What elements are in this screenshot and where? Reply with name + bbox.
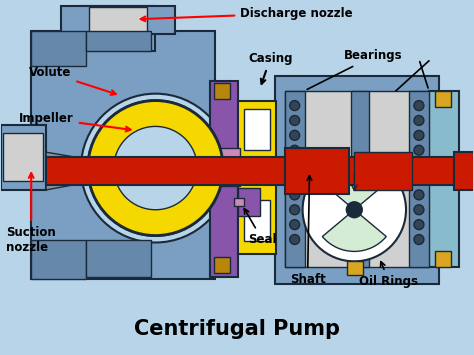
Circle shape (81, 94, 230, 242)
Bar (409, 91, 429, 267)
Text: Impeller: Impeller (19, 112, 130, 131)
Text: Bearings: Bearings (307, 49, 403, 89)
Circle shape (414, 235, 424, 245)
Bar (275, 76, 439, 284)
Wedge shape (322, 210, 386, 251)
Circle shape (414, 175, 424, 185)
Circle shape (414, 190, 424, 200)
Bar (31, 31, 215, 279)
Circle shape (290, 100, 300, 110)
Circle shape (290, 160, 300, 170)
Text: Centrifugal Pump: Centrifugal Pump (134, 319, 340, 339)
Circle shape (414, 220, 424, 230)
Text: Seal: Seal (244, 209, 276, 246)
Bar (61, 6, 175, 34)
Bar (454, 152, 474, 190)
Circle shape (290, 205, 300, 215)
Bar (214, 257, 230, 273)
Circle shape (302, 158, 406, 261)
Text: Shaft: Shaft (290, 176, 326, 286)
Circle shape (88, 100, 223, 235)
Text: Discharge nozzle: Discharge nozzle (141, 7, 353, 21)
Bar (234, 198, 244, 206)
Text: Volute: Volute (29, 66, 116, 95)
Bar (31, 31, 86, 66)
Circle shape (290, 235, 300, 245)
Bar (351, 91, 369, 267)
Circle shape (414, 100, 424, 110)
Circle shape (290, 145, 300, 155)
Bar (238, 100, 276, 255)
Circle shape (414, 145, 424, 155)
Circle shape (290, 115, 300, 125)
Text: Suction
nozzle: Suction nozzle (6, 173, 56, 253)
Circle shape (414, 130, 424, 140)
Circle shape (88, 100, 223, 235)
Bar (208, 148, 240, 166)
Bar (285, 91, 429, 267)
Bar (238, 188, 260, 216)
Bar (1, 125, 46, 190)
Text: Oil Rings: Oil Rings (359, 262, 418, 288)
Circle shape (290, 130, 300, 140)
Circle shape (114, 126, 197, 210)
Bar (118, 168, 146, 200)
Bar (244, 200, 270, 241)
Bar (354, 152, 412, 190)
Bar (118, 133, 146, 165)
Bar (347, 261, 363, 275)
Bar (165, 168, 193, 200)
Bar (244, 109, 270, 150)
Bar (137, 110, 174, 226)
Bar (46, 157, 464, 185)
Wedge shape (322, 168, 386, 210)
Bar (210, 81, 238, 277)
Bar (435, 251, 451, 267)
Circle shape (290, 175, 300, 185)
Bar (285, 148, 349, 194)
Bar (31, 240, 86, 279)
Polygon shape (46, 152, 111, 190)
Bar (81, 6, 155, 51)
Bar (165, 133, 193, 165)
Bar (89, 7, 146, 37)
Circle shape (414, 205, 424, 215)
Bar (86, 31, 151, 51)
Circle shape (346, 202, 362, 218)
Bar (116, 148, 195, 186)
Bar (429, 91, 459, 267)
Circle shape (290, 190, 300, 200)
Circle shape (414, 115, 424, 125)
Bar (208, 168, 240, 186)
Bar (3, 133, 43, 181)
Circle shape (414, 160, 424, 170)
Bar (214, 83, 230, 99)
Bar (86, 240, 151, 277)
Bar (435, 91, 451, 106)
Circle shape (290, 220, 300, 230)
Text: Casing: Casing (248, 53, 292, 84)
Bar (285, 91, 305, 267)
